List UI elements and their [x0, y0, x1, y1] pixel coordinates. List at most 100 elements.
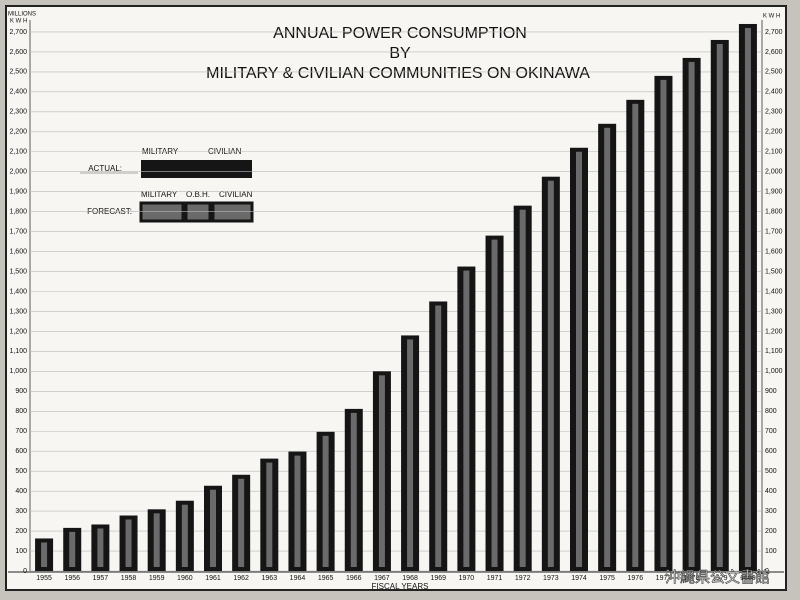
y2-tick-label: 1,300	[765, 308, 783, 315]
bar-stripe	[407, 339, 414, 567]
x-tick-label: 1964	[290, 575, 306, 582]
x-tick-label: 1961	[205, 575, 221, 582]
x-tick-label: 1975	[599, 575, 615, 582]
y-tick-label: 1,300	[9, 308, 27, 315]
y2-tick-label: 1,600	[765, 248, 783, 255]
y-tick-label: 1,900	[9, 189, 27, 196]
legend-swatch	[139, 201, 185, 223]
bar-stripe	[153, 513, 160, 567]
bar-stripe	[660, 79, 667, 567]
legend-item: O.B.H.	[186, 190, 210, 199]
x-tick-label: 1968	[402, 575, 418, 582]
y-tick-label: 700	[15, 428, 27, 435]
chart-title: BY	[389, 45, 411, 62]
bar-stripe	[463, 270, 470, 567]
bar-stripe	[266, 462, 273, 567]
y2-tick-label: 2,400	[765, 89, 783, 96]
y2-tick-label: 700	[765, 428, 777, 435]
y2-tick-label: 300	[765, 508, 777, 515]
y2-tick-label: 2,100	[765, 149, 783, 156]
y-tick-label: 2,600	[9, 49, 27, 56]
y-tick-label: 0	[23, 568, 27, 575]
y-tick-label: 1,800	[9, 208, 27, 215]
y-tick-label: 1,000	[9, 368, 27, 375]
bar-stripe	[125, 519, 132, 567]
y-tick-label: 2,700	[9, 29, 27, 36]
y-tick-label: 1,600	[9, 248, 27, 255]
x-tick-label: 1970	[459, 575, 475, 582]
x-tick-label: 1971	[487, 575, 503, 582]
y2-tick-label: 0	[765, 568, 769, 575]
legend-item: MILITARY	[141, 190, 178, 199]
x-tick-label: 1980	[740, 575, 756, 582]
bar-stripe	[435, 305, 442, 567]
bar-stripe	[519, 209, 526, 567]
y2-tick-label: 800	[765, 408, 777, 415]
y-tick-label: 300	[15, 508, 27, 515]
bar-stripe	[547, 180, 554, 567]
chart-title: MILITARY & CIVILIAN COMMUNITIES ON OKINA…	[206, 65, 590, 82]
y2-tick-label: 1,900	[765, 189, 783, 196]
x-tick-label: 1969	[430, 575, 446, 582]
y-tick-label: 1,500	[9, 268, 27, 275]
y2-axis-label: K W H	[763, 14, 780, 20]
x-tick-label: 1958	[121, 575, 137, 582]
y2-tick-label: 2,700	[765, 29, 783, 36]
y-tick-label: 800	[15, 408, 27, 415]
y2-tick-label: 2,200	[765, 129, 783, 136]
y-tick-label: 1,200	[9, 328, 27, 335]
chart-title: ANNUAL POWER CONSUMPTION	[273, 25, 527, 42]
x-tick-label: 1959	[149, 575, 165, 582]
y-tick-label: 2,200	[9, 129, 27, 136]
legend-label: ACTUAL:	[88, 164, 122, 173]
y2-tick-label: 400	[765, 488, 777, 495]
bar-stripe	[350, 412, 357, 567]
y2-tick-label: 1,400	[765, 288, 783, 295]
y2-tick-label: 2,300	[765, 109, 783, 116]
y2-tick-label: 2,000	[765, 169, 783, 176]
y-tick-label: 200	[15, 528, 27, 535]
y2-tick-label: 900	[765, 388, 777, 395]
bar-stripe	[604, 127, 611, 568]
x-tick-label: 1957	[93, 575, 109, 582]
y2-tick-label: 600	[765, 448, 777, 455]
y2-tick-label: 1,100	[765, 348, 783, 355]
y-tick-label: 400	[15, 488, 27, 495]
y-tick-label: 2,300	[9, 109, 27, 116]
x-tick-label: 1963	[262, 575, 278, 582]
bar-stripe	[632, 103, 639, 567]
y2-tick-label: 2,500	[765, 69, 783, 76]
x-tick-label: 1955	[36, 575, 52, 582]
bar-stripe	[181, 504, 188, 567]
y-tick-label: 2,400	[9, 89, 27, 96]
y-tick-label: 2,000	[9, 169, 27, 176]
bar-stripe	[238, 478, 245, 567]
y2-tick-label: 1,800	[765, 208, 783, 215]
x-tick-label: 1973	[543, 575, 559, 582]
y2-tick-label: 500	[765, 468, 777, 475]
bar-stripe	[576, 151, 582, 567]
x-tick-label: 1978	[684, 575, 700, 582]
x-tick-label: 1974	[571, 575, 587, 582]
bar-stripe	[69, 531, 76, 567]
y-axis-label: MILLIONS	[8, 12, 36, 18]
y-tick-label: 2,100	[9, 149, 27, 156]
y2-tick-label: 100	[765, 548, 777, 555]
bar-stripe	[378, 375, 385, 567]
x-axis-label: FISCAL YEARS	[372, 582, 429, 591]
bar-stripe	[716, 43, 723, 567]
x-tick-label: 1962	[233, 575, 249, 582]
bar-stripe	[744, 27, 751, 567]
y-tick-label: 1,700	[9, 228, 27, 235]
bar-stripe	[41, 542, 48, 567]
y-tick-label: 1,100	[9, 348, 27, 355]
y-tick-label: 600	[15, 448, 27, 455]
bar-stripe	[210, 489, 216, 567]
legend-item: CIVILIAN	[219, 190, 253, 199]
y2-tick-label: 2,600	[765, 49, 783, 56]
y-tick-label: 2,500	[9, 69, 27, 76]
x-tick-label: 1979	[712, 575, 728, 582]
legend-swatch	[184, 201, 212, 223]
